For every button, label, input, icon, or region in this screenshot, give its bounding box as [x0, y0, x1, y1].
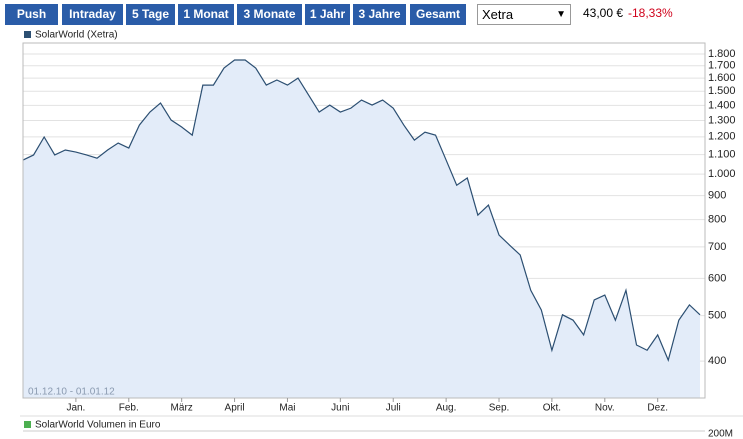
x-tick-label: Aug.: [436, 403, 457, 414]
x-tick-label: Juli: [386, 403, 401, 414]
range-button[interactable]: 1 Monat: [178, 4, 234, 25]
x-tick-label: März: [171, 403, 193, 414]
x-tick-label: Feb.: [119, 403, 139, 414]
range-button[interactable]: Push: [5, 4, 58, 25]
y-tick-label: 1.300: [708, 114, 736, 126]
x-tick-label: Okt.: [543, 403, 561, 414]
y-tick-label: 600: [708, 272, 726, 284]
price: 43,00 €: [583, 6, 624, 20]
y-tick-label: 1.700: [708, 60, 736, 72]
x-tick-label: Nov.: [595, 403, 615, 414]
price-line: [22, 59, 701, 363]
x-tick-label: Juni: [331, 403, 349, 414]
volume-tick-label: 200M: [708, 429, 733, 439]
x-tick-label: Dez.: [647, 403, 668, 414]
x-tick-label: Jan.: [66, 403, 85, 414]
dropdown-arrow: ▼: [556, 9, 566, 20]
range-button[interactable]: Gesamt: [410, 4, 466, 25]
y-tick-label: 700: [708, 241, 726, 253]
y-tick-label: 1.000: [708, 168, 736, 180]
date-range: 01.12.10 - 01.01.12: [28, 387, 115, 398]
legend-swatch: [24, 31, 31, 38]
y-tick-label: 900: [708, 189, 726, 201]
y-tick-label: 1.800: [708, 48, 736, 60]
range-button[interactable]: 1 Jahr: [305, 4, 350, 25]
x-tick-label: Mai: [279, 403, 295, 414]
y-tick-label: 1.400: [708, 99, 736, 111]
range-button[interactable]: 5 Tage: [126, 4, 175, 25]
y-tick-label: 800: [708, 214, 726, 226]
exchange-label: Xetra: [482, 7, 514, 22]
y-tick-label: 1.600: [708, 72, 736, 84]
legend-label: SolarWorld (Xetra): [35, 30, 118, 41]
range-button[interactable]: 3 Jahre: [353, 4, 406, 25]
range-button[interactable]: 3 Monate: [237, 4, 302, 25]
y-tick-label: 1.100: [708, 149, 736, 161]
y-tick-label: 1.200: [708, 131, 736, 143]
range-button[interactable]: Intraday: [62, 4, 123, 25]
x-tick-label: Sep.: [489, 403, 510, 414]
volume-swatch: [24, 421, 31, 428]
exchange-select[interactable]: Xetra ▼: [477, 4, 571, 25]
y-tick-label: 500: [708, 310, 726, 322]
y-tick-label: 400: [708, 355, 726, 367]
volume-label: SolarWorld Volumen in Euro: [35, 420, 161, 431]
x-tick-label: April: [225, 403, 245, 414]
area: [23, 60, 700, 398]
plot-border: [22, 42, 706, 399]
change: -18,33%: [628, 6, 673, 20]
y-tick-label: 1.500: [708, 85, 736, 97]
